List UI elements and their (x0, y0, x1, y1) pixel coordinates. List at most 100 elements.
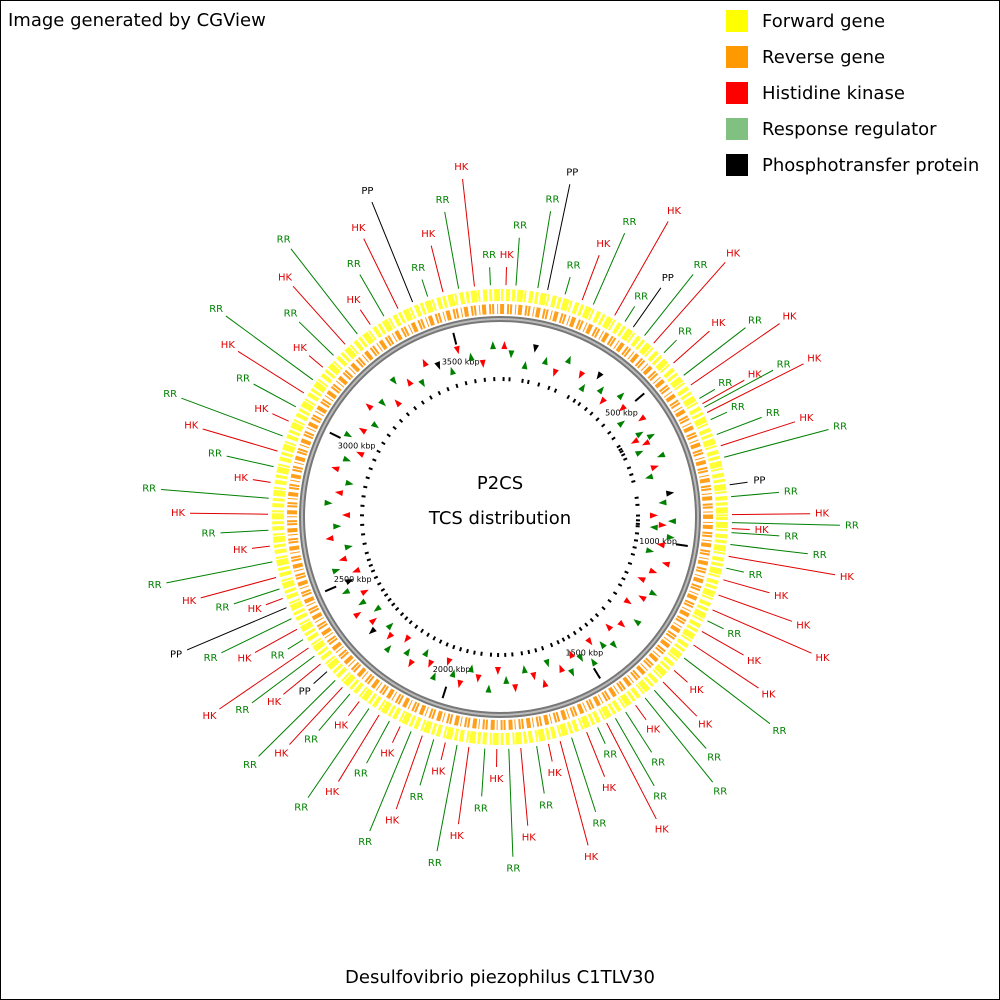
feature-glyph (644, 473, 654, 480)
feature-glyph (342, 512, 351, 519)
feature-leader (440, 742, 446, 761)
feature-dot (373, 575, 379, 580)
feature-dot (363, 485, 368, 489)
tick-mark (324, 585, 337, 593)
legend-swatch (726, 10, 748, 32)
feature-leader (625, 711, 653, 753)
feature-label: RR (474, 803, 488, 814)
feature-dot (386, 433, 391, 438)
feature-leader (644, 697, 714, 783)
feature-leader (663, 339, 677, 354)
feature-dot (595, 417, 600, 422)
feature-leader (729, 481, 748, 486)
feature-glyph (406, 378, 414, 387)
feature-leader (337, 714, 380, 782)
feature-glyph (358, 427, 368, 435)
feature-leader (581, 254, 600, 301)
feature-dot (392, 425, 397, 430)
feature-glyph (658, 499, 667, 506)
feature-dot (634, 496, 639, 500)
feature-dot (377, 581, 382, 586)
feature-dot (578, 626, 583, 632)
feature-leader (710, 411, 728, 421)
feature-label: HK (274, 748, 289, 759)
feature-glyph (394, 399, 403, 408)
feature-dot (547, 385, 551, 391)
feature-glyph (605, 623, 614, 632)
feature-dot (408, 620, 413, 625)
feature-glyph (609, 640, 618, 649)
feature-leader (673, 670, 688, 683)
feature-glyph (342, 455, 352, 462)
feature-label: HK (431, 767, 446, 778)
feature-dot (426, 632, 430, 637)
feature-dot (623, 457, 628, 461)
feature-dot (620, 453, 626, 457)
tick-mark (452, 332, 458, 345)
reverse-gene-track (287, 304, 713, 730)
feature-glyph (559, 664, 566, 674)
feature-leader (391, 726, 401, 743)
feature-leader (520, 748, 529, 826)
feature-leader (718, 594, 793, 622)
feature-glyph (428, 659, 435, 668)
feature-glyph (656, 542, 666, 549)
feature-label: RR (784, 532, 798, 543)
feature-glyph (404, 634, 412, 643)
organism: Desulfovibrio piezophilus C1TLV30 (345, 967, 655, 988)
feature-label: HK (454, 162, 469, 173)
feature-leader (720, 421, 796, 447)
feature-dot (520, 651, 524, 656)
feature-glyph (334, 490, 344, 497)
feature-glyph (578, 370, 586, 379)
feature-dot (432, 636, 437, 641)
feature-label: RR (208, 449, 222, 460)
feature-leader (200, 577, 277, 599)
feature-leader (481, 748, 486, 797)
feature-glyph (508, 350, 515, 359)
feature-dot (391, 602, 396, 607)
feature-label: RR (634, 291, 648, 302)
feature-label: RR (567, 261, 581, 272)
feature-glyph (345, 579, 354, 586)
feature-dot (474, 379, 477, 384)
feature-leader (289, 686, 343, 745)
feature-label: RR (358, 837, 372, 848)
feature-label: HK (667, 206, 682, 217)
feature-glyph (635, 431, 644, 439)
feature-leader (251, 545, 270, 549)
feature-leader (457, 746, 470, 825)
feature-glyph (479, 359, 486, 368)
feature-glyph (658, 521, 667, 528)
feature-glyph (623, 597, 632, 605)
feature-glyph (449, 669, 456, 678)
feature-glyph (633, 619, 642, 627)
feature-dot (526, 379, 530, 385)
tick-label: 3500 kbp (442, 357, 480, 366)
feature-glyph (645, 547, 655, 554)
feature-label: RR (284, 309, 298, 320)
feature-dot (380, 588, 386, 592)
feature-glyph (616, 392, 625, 401)
feature-leader (537, 211, 552, 289)
feature-label: HK (233, 545, 248, 556)
feature-label: HK (782, 312, 797, 323)
feature-glyph (368, 626, 377, 635)
feature-leader (226, 455, 274, 468)
feature-glyph (446, 657, 453, 666)
feature-leader (586, 732, 606, 777)
feature-dot (398, 418, 404, 423)
feature-leader (571, 737, 597, 813)
feature-glyph (630, 437, 640, 444)
feature-glyph (494, 666, 501, 675)
feature-leader (219, 647, 309, 710)
feature-label: RR (651, 757, 665, 768)
feature-leader (359, 274, 385, 317)
feature-dot (360, 533, 366, 536)
feature-label: RR (243, 760, 257, 771)
feature-label: RR (766, 408, 780, 419)
tick-label: 3000 kbp (338, 441, 376, 450)
feature-leader (363, 238, 399, 309)
feature-leader (704, 369, 774, 408)
feature-leader (693, 644, 759, 689)
